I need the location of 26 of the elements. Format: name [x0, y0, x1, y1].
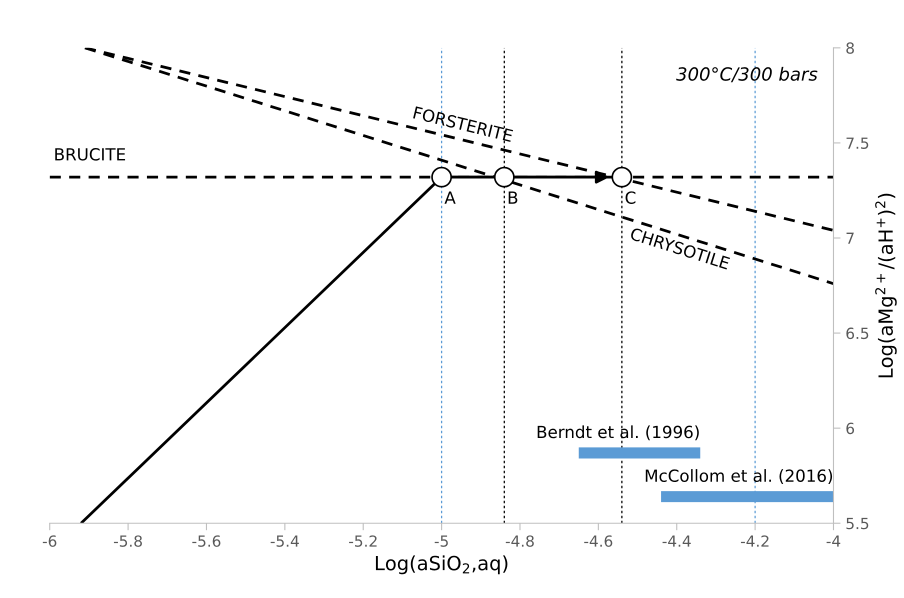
x-tick-label: -4.6	[584, 535, 612, 547]
y-axis-title: Log(aMg$^{2+}$/(aH$^{+}$)$^{2}$)	[875, 194, 897, 378]
x-axis-title: Log(aSiO$_{2}$,aq)	[376, 555, 508, 574]
annotation: 300°C/300 bars	[676, 66, 818, 82]
annotation: A	[444, 192, 456, 204]
x-tick-label: -6	[42, 535, 56, 547]
y-tick-label: 5.5	[846, 518, 868, 530]
x-tick-label: -5.2	[349, 535, 377, 547]
y-tick-label: 8	[846, 42, 854, 54]
x-tick-label: -4.8	[506, 535, 534, 547]
x-tick-label: -4.4	[662, 536, 691, 547]
x-tick-label: -5.8	[114, 535, 142, 547]
x-tick-label: -5.6	[192, 535, 220, 547]
x-tick-label: -5	[434, 536, 448, 547]
y-tick-label: 6.5	[846, 328, 868, 340]
series-label: BRUCITE	[55, 148, 126, 161]
y-tick-label: 7	[846, 232, 854, 244]
annotation: C	[626, 191, 636, 204]
series-label: McCollom et al. (2016)	[646, 469, 832, 484]
x-tick-label: -4.2	[740, 535, 768, 547]
x-tick-label: -4	[826, 536, 840, 547]
annotation: B	[508, 192, 518, 204]
y-tick-label: 7.5	[846, 138, 868, 149]
series-label: Berndt et al. (1996)	[538, 425, 699, 440]
y-tick-label: 6	[846, 422, 854, 434]
x-tick-label: -5.4	[270, 536, 299, 547]
